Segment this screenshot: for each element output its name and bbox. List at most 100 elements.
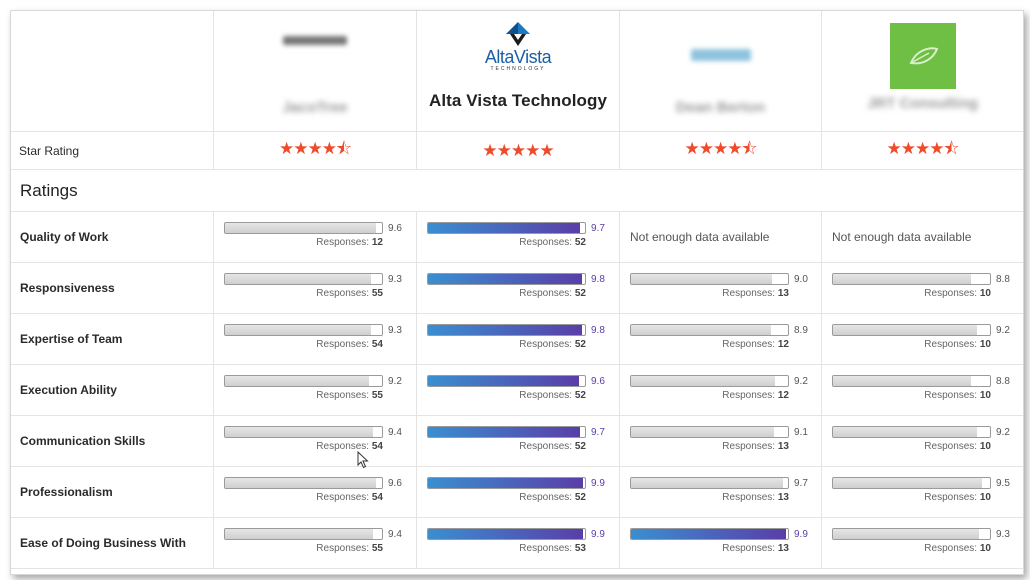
star-rating-stars: ★★★★⯪ bbox=[278, 139, 352, 158]
vendor-name: Dean Berton bbox=[675, 99, 766, 116]
score-value: 9.6 bbox=[388, 222, 402, 234]
score-bar bbox=[224, 477, 383, 489]
responses-label: Responses: bbox=[722, 492, 776, 503]
vendor-header-1[interactable]: JacoTree bbox=[214, 11, 417, 132]
responses-value: 52 bbox=[574, 237, 586, 248]
score-bar-fill bbox=[833, 427, 978, 437]
responses-label: Responses: bbox=[316, 543, 370, 554]
responses-label: Responses: bbox=[316, 339, 370, 350]
score-bar bbox=[224, 528, 383, 540]
responses-count: Responses: 13 bbox=[630, 288, 789, 299]
score-bar-fill bbox=[631, 376, 776, 386]
metric-cell: 9.6 Responses: 54 bbox=[214, 467, 417, 518]
score-value: 8.8 bbox=[996, 273, 1010, 285]
score-bar-fill bbox=[428, 529, 584, 539]
altavista-logo-subtext: TECHNOLOGY bbox=[490, 66, 546, 72]
score-bar-fill bbox=[225, 529, 373, 539]
metric-cell: 9.7 Responses: 52 bbox=[417, 416, 620, 467]
vendor-header-4[interactable]: JRT Consulting bbox=[822, 11, 1023, 132]
responses-label: Responses: bbox=[316, 441, 370, 452]
responses-value: 13 bbox=[777, 492, 789, 503]
score-bar-fill bbox=[833, 529, 979, 539]
vendor-name: JRT Consulting bbox=[867, 95, 978, 112]
score-bar-fill bbox=[225, 325, 371, 335]
responses-value: 13 bbox=[777, 543, 789, 554]
responses-count: Responses: 13 bbox=[630, 492, 789, 503]
metric-cell: 9.3 Responses: 54 bbox=[214, 314, 417, 365]
metric-cell: 9.2 Responses: 55 bbox=[214, 365, 417, 416]
header-empty-cell bbox=[11, 11, 214, 132]
responses-label: Responses: bbox=[519, 543, 573, 554]
metric-cell: 9.3 Responses: 55 bbox=[214, 263, 417, 314]
responses-label: Responses: bbox=[924, 441, 978, 452]
score-bar bbox=[224, 426, 383, 438]
responses-label: Responses: bbox=[722, 390, 776, 401]
vendor-header-3[interactable]: Dean Berton bbox=[620, 11, 822, 132]
metric-cell: 9.2 Responses: 10 bbox=[822, 314, 1023, 365]
metric-cell: 9.6 Responses: 52 bbox=[417, 365, 620, 416]
responses-label: Responses: bbox=[924, 492, 978, 503]
responses-count: Responses: 13 bbox=[630, 543, 789, 554]
responses-count: Responses: 12 bbox=[224, 237, 383, 248]
responses-count: Responses: 10 bbox=[832, 339, 991, 350]
score-bar-fill bbox=[225, 223, 376, 233]
score-bar-fill bbox=[428, 223, 581, 233]
score-bar bbox=[427, 477, 586, 489]
metric-cell: 9.3 Responses: 10 bbox=[822, 518, 1023, 569]
score-bar-fill bbox=[428, 274, 582, 284]
score-bar bbox=[224, 324, 383, 336]
score-bar bbox=[427, 528, 586, 540]
responses-count: Responses: 55 bbox=[224, 390, 383, 401]
metric-cell: 9.7 Responses: 52 bbox=[417, 212, 620, 263]
score-bar-fill bbox=[631, 427, 774, 437]
score-value: 9.2 bbox=[996, 324, 1010, 336]
vendor-logo bbox=[283, 35, 347, 45]
responses-label: Responses: bbox=[519, 441, 573, 452]
vendor-header-2[interactable]: AltaVista TECHNOLOGY Alta Vista Technolo… bbox=[417, 11, 620, 132]
responses-value: 10 bbox=[979, 390, 991, 401]
score-bar-fill bbox=[428, 478, 584, 488]
responses-value: 10 bbox=[979, 339, 991, 350]
score-bar bbox=[630, 477, 789, 489]
metric-cell: 9.2 Responses: 12 bbox=[620, 365, 822, 416]
score-bar-fill bbox=[833, 478, 983, 488]
responses-count: Responses: 12 bbox=[630, 390, 789, 401]
metric-cell: 9.2 Responses: 10 bbox=[822, 416, 1023, 467]
metric-cell: 9.9 Responses: 53 bbox=[417, 518, 620, 569]
responses-value: 10 bbox=[979, 288, 991, 299]
metric-cell: 9.1 Responses: 13 bbox=[620, 416, 822, 467]
responses-count: Responses: 54 bbox=[224, 339, 383, 350]
metric-cell: 9.9 Responses: 13 bbox=[620, 518, 822, 569]
score-value: 9.6 bbox=[388, 477, 402, 489]
responses-value: 55 bbox=[371, 390, 383, 401]
no-data-message: Not enough data available bbox=[620, 212, 822, 263]
score-value: 8.8 bbox=[996, 375, 1010, 387]
score-bar bbox=[832, 324, 991, 336]
responses-value: 52 bbox=[574, 288, 586, 299]
responses-count: Responses: 52 bbox=[427, 339, 586, 350]
responses-value: 12 bbox=[371, 237, 383, 248]
responses-value: 10 bbox=[979, 441, 991, 452]
mouse-cursor-icon bbox=[357, 451, 369, 469]
responses-value: 13 bbox=[777, 288, 789, 299]
score-value: 9.7 bbox=[591, 426, 605, 438]
metric-label: Quality of Work bbox=[11, 212, 214, 263]
score-bar-fill bbox=[225, 478, 376, 488]
no-data-message: Not enough data available bbox=[822, 212, 1023, 263]
score-bar bbox=[427, 375, 586, 387]
star-rating-stars: ★★★★⯪ bbox=[886, 139, 959, 158]
score-bar bbox=[427, 222, 586, 234]
score-value: 9.2 bbox=[794, 375, 808, 387]
responses-count: Responses: 52 bbox=[427, 441, 586, 452]
responses-label: Responses: bbox=[519, 390, 573, 401]
metric-cell: 8.9 Responses: 12 bbox=[620, 314, 822, 365]
metric-label: Communication Skills bbox=[11, 416, 214, 467]
score-bar bbox=[832, 273, 991, 285]
responses-count: Responses: 52 bbox=[427, 237, 586, 248]
metric-cell: 9.4 Responses: 55 bbox=[214, 518, 417, 569]
score-value: 9.3 bbox=[388, 324, 402, 336]
score-value: 9.7 bbox=[591, 222, 605, 234]
score-value: 9.0 bbox=[794, 273, 808, 285]
score-bar-fill bbox=[428, 427, 581, 437]
responses-label: Responses: bbox=[924, 390, 978, 401]
